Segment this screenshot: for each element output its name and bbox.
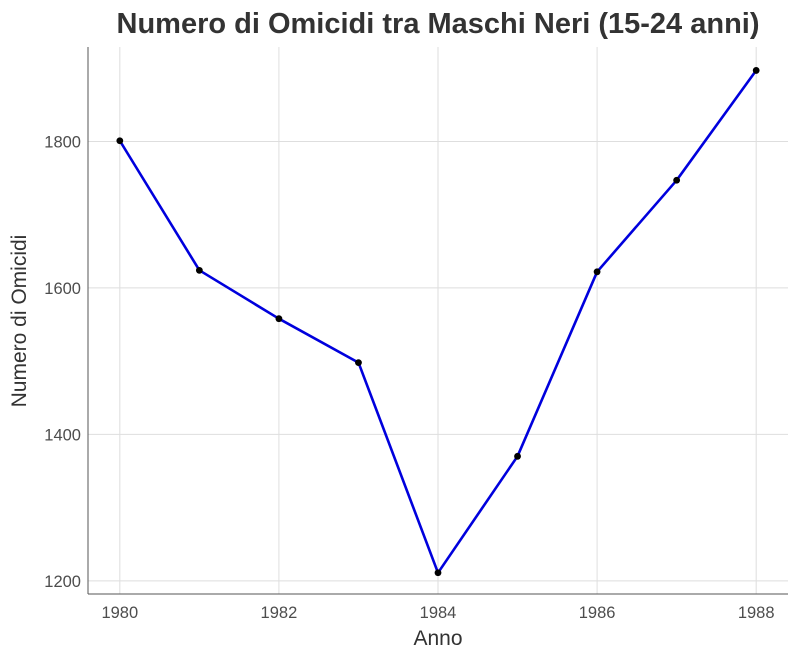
x-axis-title: Anno [413,627,462,650]
y-tick-label: 1800 [44,133,81,151]
data-point [673,176,681,184]
data-point [752,67,760,74]
data-point [275,315,283,323]
x-tick-label: 1988 [738,604,775,622]
chart-title: Numero di Omicidi tra Maschi Neri (15-24… [117,8,760,40]
y-axis-title: Numero di Omicidi [8,235,31,408]
x-tick-label: 1984 [420,604,457,622]
y-tick-label: 1200 [44,573,81,591]
x-tick-label: 1986 [579,604,616,622]
x-tick-label: 1980 [101,604,138,622]
data-point [434,569,442,577]
y-tick-label: 1600 [44,280,81,298]
y-tick-label: 1400 [44,426,81,444]
data-point [593,268,601,276]
data-points [116,67,760,577]
axes [87,47,788,595]
tick-labels: 1980 1982 1984 1986 1988 1200 1400 1600 1800 [44,133,774,622]
data-point [116,137,124,145]
data-point [514,452,521,460]
x-tick-label: 1982 [261,604,298,622]
grid [88,47,788,594]
data-point [355,359,362,367]
data-point [195,266,203,274]
